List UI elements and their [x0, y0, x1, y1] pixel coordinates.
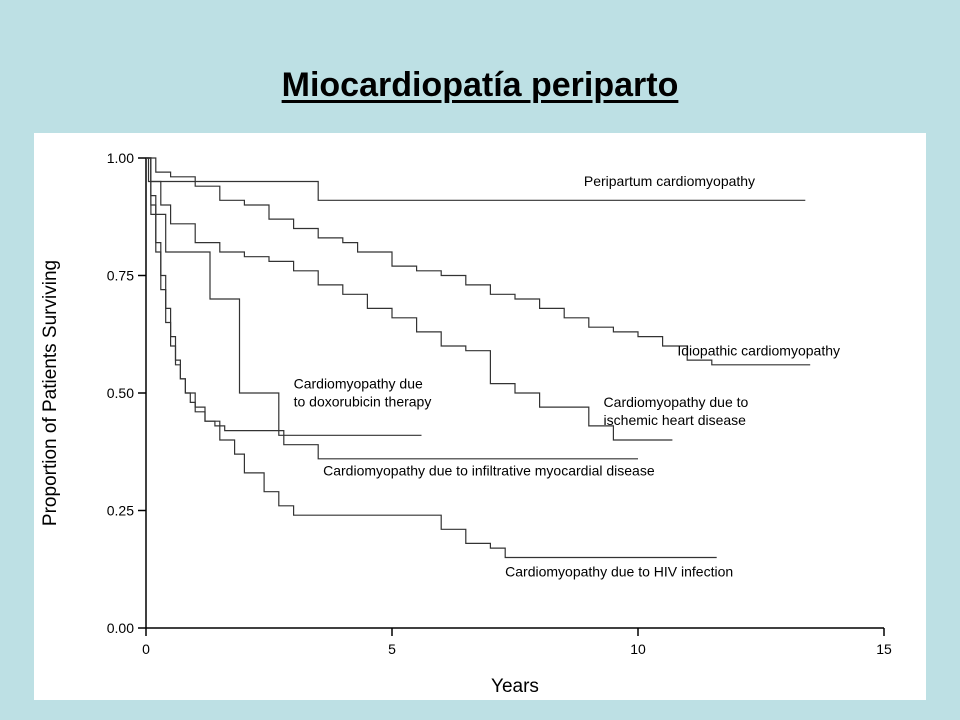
- series-label-line: Cardiomyopathy due: [294, 375, 423, 391]
- series-label-line: ischemic heart disease: [604, 412, 747, 428]
- chart-series-lines: [146, 157, 811, 559]
- series-label-line: Cardiomyopathy due to HIV infection: [505, 563, 733, 579]
- chart-annotations: Peripartum cardiomyopathy Idiopathic card…: [294, 173, 840, 579]
- series-label-line: Idiopathic cardiomyopathy: [677, 342, 840, 358]
- x-tick-label: 0: [142, 641, 150, 657]
- y-tick-label: 0.50: [107, 385, 134, 401]
- x-tick-label: 15: [876, 641, 892, 657]
- series-label-1: Peripartum cardiomyopathy: [584, 173, 755, 189]
- x-tick-label: 5: [388, 641, 396, 657]
- series-label-line: Cardiomyopathy due to: [604, 394, 749, 410]
- chart-axes: 0.00 0.25 0.50 0.75 1.00 0 5 10 15: [107, 150, 892, 657]
- series-line-6: [146, 157, 717, 559]
- y-tick-label: 0.25: [107, 503, 134, 519]
- y-axis-title: Proportion of Patients Surviving: [40, 260, 61, 526]
- y-tick-label: 0.00: [107, 620, 134, 636]
- chart-panel: 0.00 0.25 0.50 0.75 1.00 0 5 10 15 Peripartum ca…: [34, 133, 926, 700]
- y-tick-label: 0.75: [107, 268, 134, 284]
- series-label-3: Cardiomyopathy due to ischemic heart dise…: [604, 394, 749, 428]
- x-tick-label: 10: [630, 641, 646, 657]
- series-label-5: Cardiomyopathy due to infiltrative myoca…: [323, 462, 655, 478]
- x-axis-title: Years: [491, 676, 539, 697]
- survival-chart: 0.00 0.25 0.50 0.75 1.00 0 5 10 15 Peripartum ca…: [40, 150, 892, 697]
- series-label-4: Cardiomyopathy due to doxorubicin therapy: [294, 375, 432, 409]
- series-line-2: [146, 157, 811, 366]
- y-tick-label: 1.00: [107, 150, 134, 166]
- series-label-2: Idiopathic cardiomyopathy: [677, 342, 840, 358]
- slide-title: Miocardiopatía periparto: [281, 66, 679, 104]
- series-label-line: to doxorubicin therapy: [294, 393, 432, 409]
- series-label-6: Cardiomyopathy due to HIV infection: [505, 563, 733, 579]
- series-label-line: Cardiomyopathy due to infiltrative myoca…: [323, 462, 655, 478]
- series-line-4: [146, 157, 422, 436]
- series-line-3: [146, 157, 673, 441]
- series-label-line: Peripartum cardiomyopathy: [584, 173, 755, 189]
